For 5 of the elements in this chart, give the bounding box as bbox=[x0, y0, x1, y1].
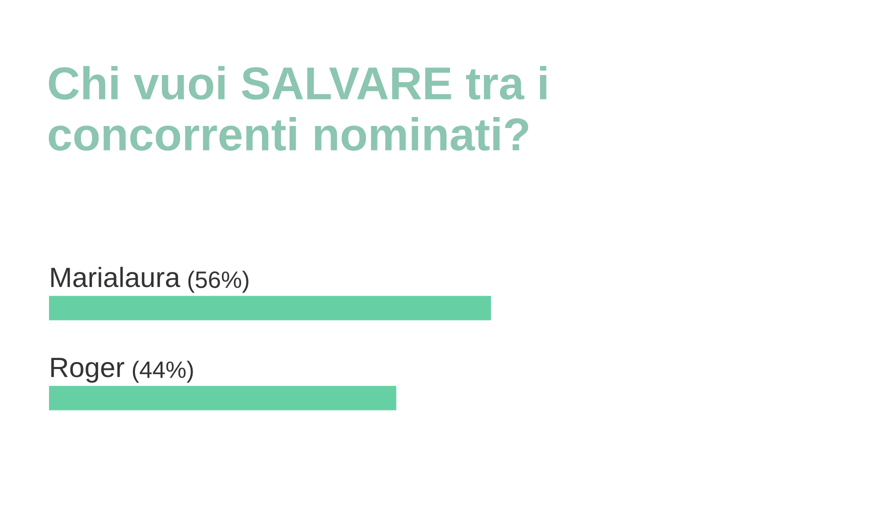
data-label: (56%) bbox=[188, 270, 248, 293]
y-tick-label: Marialaura bbox=[51, 266, 180, 288]
data-label: (44%) bbox=[132, 360, 193, 383]
y-tick-label: Roger bbox=[51, 358, 124, 383]
chart-title: Chi vuoi SALVARE tra i concorrenti nominati? bbox=[48, 66, 546, 151]
